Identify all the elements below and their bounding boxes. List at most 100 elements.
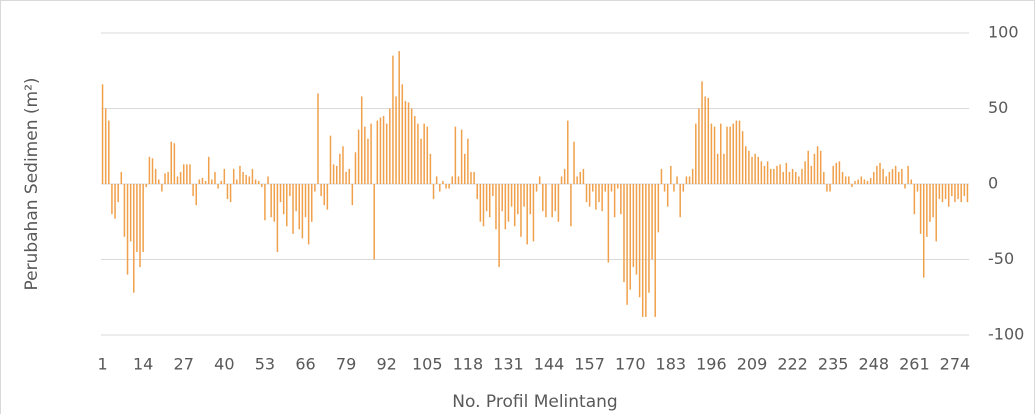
bar [685,176,688,184]
x-tick-label: 196 [696,355,727,374]
bar [457,176,460,184]
bar [329,135,332,184]
bar [370,123,372,184]
bar [807,150,809,184]
x-tick-label: 118 [453,355,484,374]
bar [257,180,260,184]
bar [495,184,497,230]
bar [342,146,344,184]
bar [738,120,741,184]
bar [754,153,756,184]
bar [520,184,522,237]
x-tick-label: 144 [534,355,565,374]
x-tick-label: 170 [615,355,646,374]
bar [164,173,166,184]
bar [757,156,759,184]
bar [504,184,507,230]
bar [401,84,404,184]
bar [229,184,232,203]
bar [488,184,491,218]
bar [379,117,382,184]
bar [167,171,169,184]
bar [145,184,148,188]
y-tick-label: 100 [988,23,1019,42]
bar [648,184,650,293]
bar [951,184,953,197]
bar [248,176,251,184]
bar [913,184,916,215]
bar [117,184,119,203]
bar [944,184,947,200]
bar [563,168,566,184]
bar [897,171,900,184]
bar [679,184,681,218]
bar [732,123,735,184]
bar [570,184,572,227]
bar [395,96,397,184]
bar [236,179,238,184]
bar [104,108,107,184]
bar [804,161,806,184]
bar [207,156,210,184]
bar [666,184,669,207]
x-tick-label: 79 [336,355,356,374]
bar [154,168,157,184]
bar [826,184,828,192]
x-tick-label: 274 [940,355,971,374]
bar [535,184,538,192]
bar [179,171,182,184]
bar [467,138,469,184]
bar [907,165,909,184]
bar [501,184,503,212]
bar [460,129,463,184]
bar [201,177,204,184]
bar [414,116,416,184]
bar [526,184,528,245]
bar [776,165,778,184]
bar [273,184,276,222]
bar [211,179,213,184]
bar [473,171,475,184]
bar [947,184,950,207]
bar [404,100,407,184]
bar [657,184,660,233]
bar [919,184,922,234]
bar [904,184,906,189]
bar [545,184,547,218]
bar [339,153,341,184]
bar [691,168,694,184]
bar [323,184,325,206]
bar [601,184,603,212]
bar [398,51,400,185]
bar [304,184,307,218]
bar [713,126,716,184]
bar [389,108,391,184]
bar [136,184,138,252]
x-axis-title: No. Profil Melintang [452,392,617,412]
bar [232,168,235,184]
bar [270,184,272,218]
bar [816,146,819,184]
bar [151,158,154,184]
bar [513,184,516,227]
bar [854,180,856,184]
bar [326,184,329,210]
bar [133,184,135,293]
bar [860,176,863,184]
bar [139,184,141,268]
x-tick-label: 157 [574,355,605,374]
bar [894,165,897,184]
bar [192,184,194,197]
bar [935,184,937,242]
bar [641,184,644,317]
bar [682,184,685,192]
x-tick-label: 131 [493,355,524,374]
bar [220,180,222,184]
bar [261,184,263,188]
bar [695,123,697,184]
bar [367,138,369,184]
bar [954,184,956,203]
bar [576,176,578,184]
bar [779,164,781,184]
bar [623,184,625,283]
